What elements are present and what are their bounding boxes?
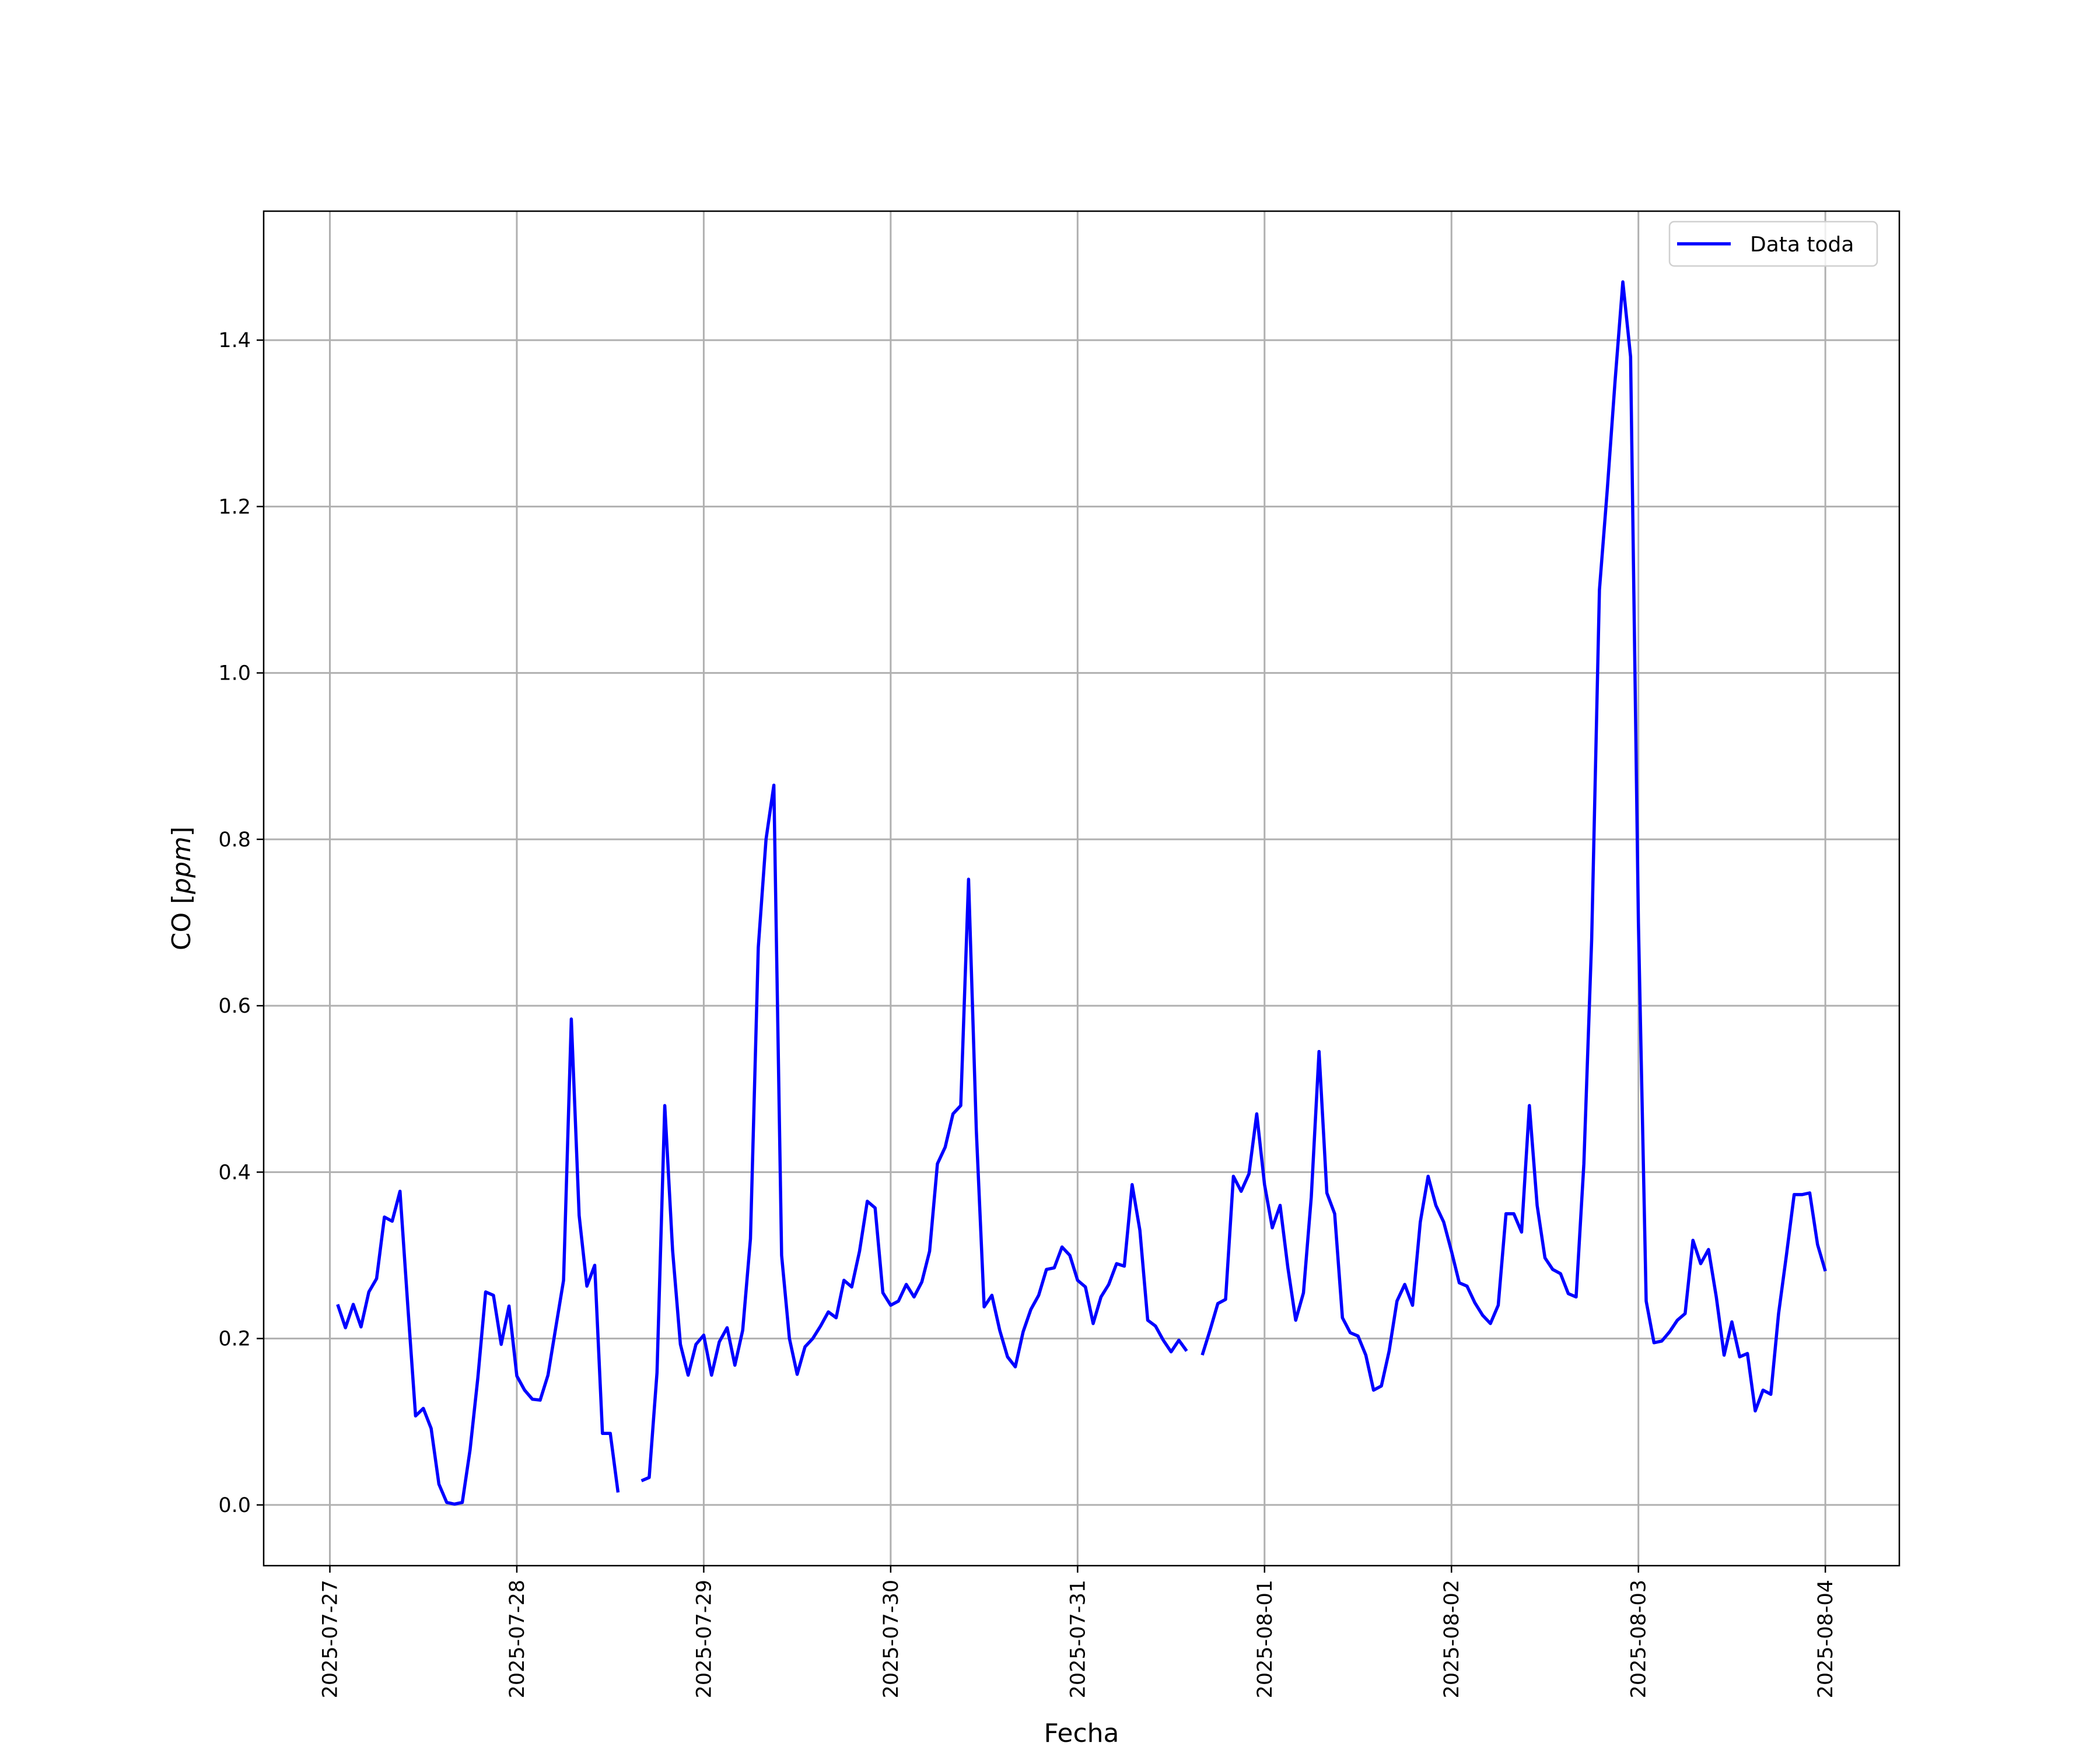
y-tick-label: 0.4 (218, 1161, 251, 1184)
y-tick-label: 1.4 (218, 329, 251, 352)
y-axis-label-close: ] (167, 827, 197, 836)
y-tick-label: 0.8 (218, 828, 251, 852)
x-tick-label: 2025-08-01 (1254, 1580, 1277, 1698)
legend: Data toda (1668, 220, 1878, 267)
y-tick-label: 1.2 (218, 495, 251, 519)
series-line-segment (1200, 280, 1827, 1413)
x-axis-ticks: 2025-07-27 2025-07-28 2025-07-29 2025-07-30… (318, 1566, 1838, 1698)
y-tick-label: 0.2 (218, 1328, 251, 1351)
x-tick-label: 2025-07-28 (506, 1580, 529, 1698)
x-tick-label: 2025-08-03 (1628, 1580, 1651, 1698)
y-tick-label: 0.0 (218, 1494, 251, 1517)
x-tick-label: 2025-08-02 (1440, 1580, 1464, 1698)
series-line-segment (336, 1017, 620, 1506)
y-axis-label: CO [ppm] (167, 827, 197, 950)
x-tick-label: 2025-07-27 (318, 1580, 342, 1698)
y-tick-label: 0.6 (218, 995, 251, 1018)
series-data-toda (336, 280, 1827, 1506)
plot-frame (262, 210, 1901, 1567)
y-axis-label-main: CO [ (167, 894, 197, 951)
series-line-segment (640, 783, 1188, 1483)
x-axis-label: Fecha (1044, 1718, 1119, 1748)
grid (264, 211, 1899, 1566)
x-tick-label: 2025-07-31 (1066, 1580, 1090, 1698)
y-tick-label: 1.0 (218, 662, 251, 685)
x-tick-label: 2025-07-29 (692, 1580, 716, 1698)
x-tick-label: 2025-07-30 (880, 1580, 903, 1698)
legend-box (1668, 220, 1878, 267)
y-axis-ticks: 0.0 0.2 0.4 0.6 0.8 1.0 1.2 1.4 (218, 329, 264, 1517)
y-axis-label-unit: ppm (167, 836, 197, 895)
legend-label: Data toda (1750, 233, 1854, 257)
x-tick-label: 2025-08-04 (1814, 1580, 1838, 1698)
